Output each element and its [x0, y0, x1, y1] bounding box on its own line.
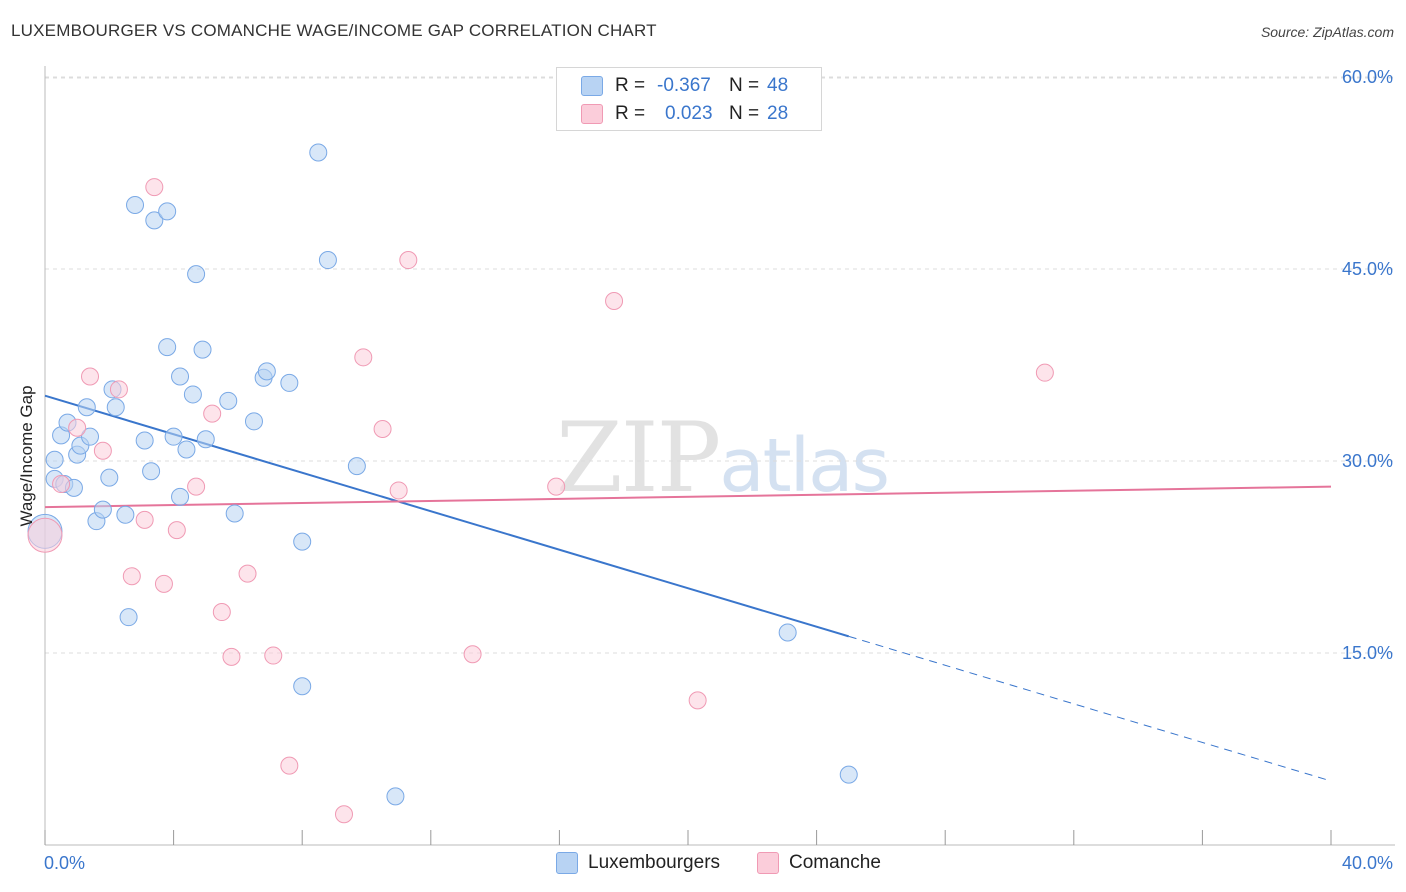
bottom-legend-swatch-comanche — [757, 852, 779, 874]
x-tick-label: 0.0% — [44, 853, 85, 873]
legend-row-comanche: R = 0.023 N = 28 — [581, 102, 788, 126]
legend-r-label: R = — [615, 103, 646, 124]
trend-line-luxembourgers-extension — [848, 635, 1332, 782]
point-comanche — [222, 647, 241, 666]
bottom-legend-label-comanche: Comanche — [789, 852, 881, 873]
legend-row-luxembourgers: R = -0.367 N = 48 — [581, 74, 788, 98]
point-comanche — [68, 418, 87, 437]
point-comanche — [334, 805, 353, 824]
point-comanche — [280, 756, 299, 775]
point-luxembourgers — [244, 412, 263, 431]
point-luxembourgers — [145, 211, 164, 230]
legend-n-label: N = — [729, 75, 760, 96]
tick-labels: 15.0% 30.0% 45.0% 60.0% 0.0% 40.0% — [44, 67, 1393, 873]
point-comanche — [605, 292, 624, 310]
point-luxembourgers — [158, 202, 177, 221]
point-luxembourgers — [839, 765, 858, 784]
point-luxembourgers — [158, 338, 177, 357]
point-luxembourgers — [142, 462, 161, 481]
y-tick-label: 60.0% — [1342, 67, 1393, 87]
point-comanche — [122, 567, 141, 586]
point-luxembourgers — [100, 468, 119, 487]
point-luxembourgers — [347, 457, 366, 476]
point-luxembourgers — [778, 623, 797, 642]
point-comanche — [354, 348, 373, 367]
point-luxembourgers — [280, 373, 299, 392]
point-luxembourgers — [293, 532, 312, 551]
point-luxembourgers — [45, 450, 64, 469]
point-luxembourgers — [386, 787, 405, 806]
source-label: Source: ZipAtlas.com — [1260, 24, 1394, 40]
point-luxembourgers — [81, 427, 100, 446]
point-luxembourgers — [93, 500, 112, 519]
chart-title: LUXEMBOURGER VS COMANCHE WAGE/INCOME GAP… — [11, 21, 657, 40]
point-luxembourgers — [219, 391, 238, 410]
point-comanche — [389, 481, 408, 500]
point-comanche — [373, 420, 392, 438]
x-tick-label: 40.0% — [1342, 853, 1393, 873]
legend-r-label: R = — [615, 75, 646, 96]
bottom-legend-luxembourgers: Luxembourgers — [556, 852, 720, 874]
point-comanche — [109, 380, 128, 399]
point-comanche — [27, 517, 63, 553]
point-comanche — [463, 645, 482, 664]
point-comanche — [52, 475, 71, 494]
point-luxembourgers — [293, 677, 312, 696]
legend-r-value: 0.023 — [665, 103, 713, 124]
point-luxembourgers — [77, 398, 96, 417]
trend-line-luxembourgers — [44, 394, 850, 638]
point-luxembourgers — [196, 430, 215, 449]
y-tick-label: 45.0% — [1342, 259, 1393, 279]
point-comanche — [238, 564, 257, 583]
point-comanche — [145, 178, 164, 197]
bottom-legend-comanche: Comanche — [757, 852, 881, 874]
point-comanche — [264, 646, 283, 665]
trend-lines — [44, 394, 1332, 782]
legend-n-value: 48 — [767, 75, 789, 96]
point-comanche — [135, 510, 154, 529]
point-comanche — [154, 574, 173, 593]
point-luxembourgers — [126, 196, 145, 214]
point-luxembourgers — [187, 265, 206, 284]
point-comanche — [1035, 363, 1054, 382]
point-comanche — [399, 251, 418, 270]
point-luxembourgers — [225, 504, 244, 523]
y-axis-label: Wage/Income Gap — [17, 385, 36, 527]
bottom-legend-label-luxembourgers: Luxembourgers — [588, 852, 721, 873]
point-luxembourgers — [309, 143, 328, 162]
point-comanche — [187, 477, 206, 496]
point-comanche — [167, 521, 186, 540]
legend-swatch-comanche — [581, 104, 603, 124]
point-luxembourgers — [171, 367, 190, 386]
point-comanche — [688, 691, 707, 710]
legend-swatch-luxembourgers — [581, 76, 603, 96]
point-luxembourgers — [119, 608, 138, 627]
point-comanche — [81, 367, 100, 386]
point-luxembourgers — [257, 362, 276, 381]
y-tick-label: 30.0% — [1342, 451, 1393, 471]
stats-legend: R = -0.367 N = 48 R = 0.023 N = 28 — [556, 67, 822, 131]
point-luxembourgers — [183, 385, 202, 404]
point-comanche — [212, 603, 231, 622]
axes — [44, 66, 1395, 846]
point-luxembourgers — [171, 487, 190, 506]
point-luxembourgers — [164, 427, 183, 446]
legend-n-value: 28 — [767, 103, 789, 124]
bottom-legend-swatch-luxembourgers — [556, 852, 578, 874]
point-comanche — [547, 477, 566, 496]
point-luxembourgers — [318, 251, 337, 270]
point-comanche — [203, 404, 222, 423]
legend-n-label: N = — [729, 103, 760, 124]
trend-line-comanche — [44, 485, 1332, 509]
point-luxembourgers — [135, 431, 154, 450]
point-luxembourgers — [116, 505, 135, 524]
data-points — [27, 143, 1054, 824]
point-luxembourgers — [193, 340, 212, 359]
legend-r-value: -0.367 — [657, 75, 711, 96]
y-tick-label: 15.0% — [1342, 643, 1393, 663]
point-luxembourgers — [106, 398, 125, 417]
point-luxembourgers — [177, 440, 196, 459]
point-comanche — [93, 441, 112, 460]
